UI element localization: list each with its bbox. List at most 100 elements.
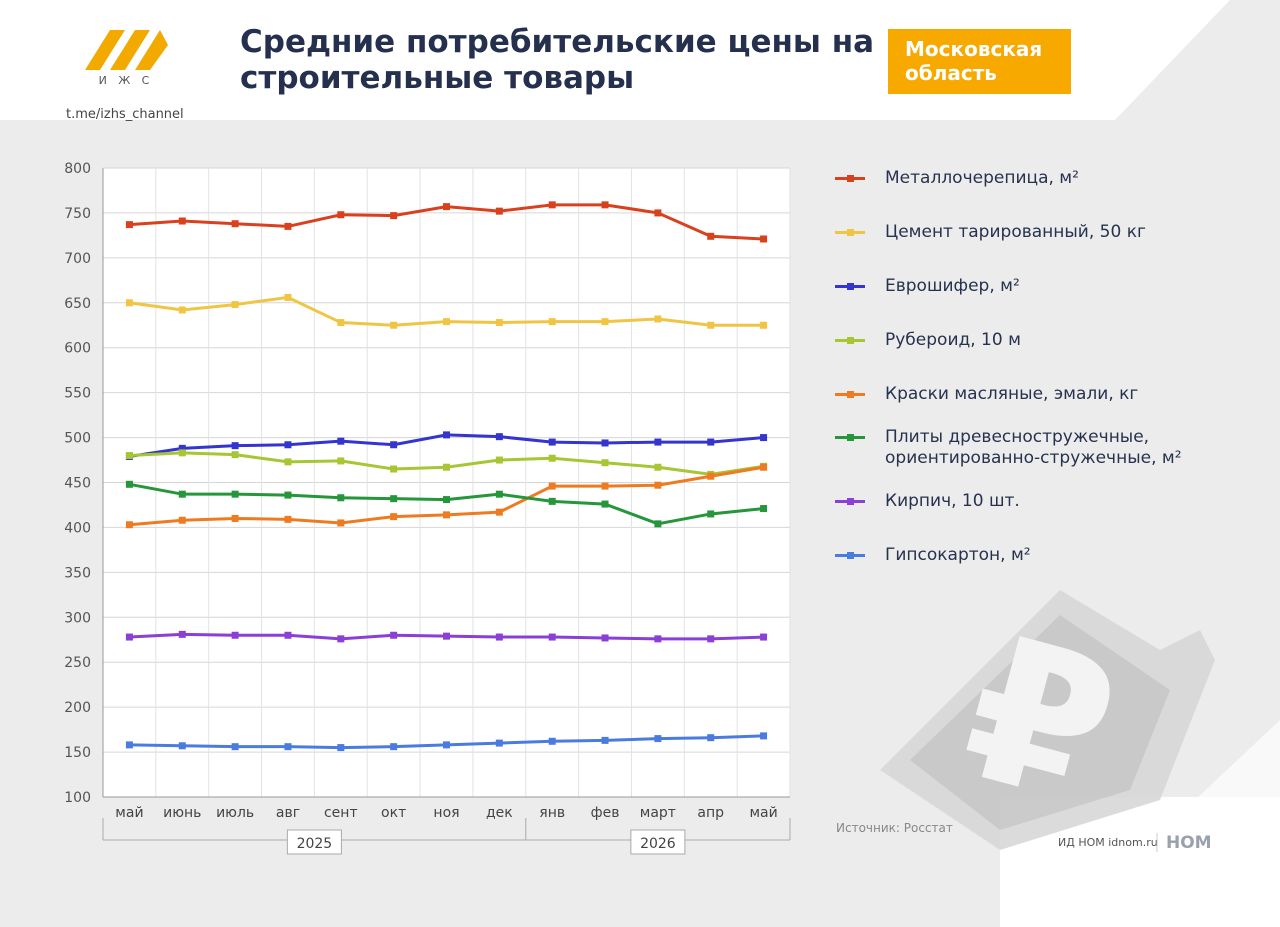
- point: [601, 736, 609, 744]
- point: [443, 632, 450, 640]
- point: [548, 454, 556, 462]
- year-label: 2026: [640, 836, 676, 852]
- legend-swatch: [835, 434, 865, 441]
- point: [443, 511, 450, 519]
- y-tick-label: 400: [64, 520, 91, 536]
- point: [125, 452, 133, 460]
- point: [125, 741, 133, 749]
- x-tick-label: июнь: [163, 805, 201, 821]
- x-tick-label: фев: [591, 805, 620, 821]
- legend-marker: [847, 391, 854, 398]
- point: [390, 212, 398, 220]
- point: [495, 508, 503, 516]
- x-tick-label: янв: [539, 805, 565, 821]
- point: [707, 734, 715, 742]
- legend-label: Плиты древесностружечные, ориентированно…: [885, 427, 1182, 468]
- point: [337, 319, 345, 327]
- point: [548, 497, 556, 505]
- point: [654, 438, 662, 446]
- point: [178, 516, 186, 524]
- point: [337, 494, 345, 502]
- point: [390, 743, 398, 751]
- point: [284, 293, 292, 301]
- x-tick-label: май: [115, 805, 143, 821]
- point: [548, 438, 556, 446]
- source: Источник: Росстат: [836, 821, 953, 835]
- legend-marker: [847, 337, 854, 344]
- y-tick-label: 450: [64, 476, 91, 492]
- point: [125, 633, 133, 641]
- point: [760, 732, 768, 740]
- point: [495, 433, 503, 441]
- legend-swatch: [835, 337, 865, 344]
- point: [231, 490, 239, 498]
- point: [284, 631, 292, 639]
- title: Средние потребительские цены на строител…: [240, 24, 875, 96]
- point: [495, 739, 503, 747]
- region: Московская область: [905, 37, 1043, 85]
- x-tick-label: апр: [697, 805, 724, 821]
- legend-marker: [847, 175, 854, 182]
- legend-label: Гипсокартон, м²: [885, 545, 1031, 565]
- point: [601, 482, 609, 490]
- point: [495, 319, 503, 327]
- legend-label: Рубероид, 10 м: [885, 330, 1021, 350]
- point: [707, 438, 715, 446]
- y-tick-label: 800: [64, 161, 91, 177]
- point: [178, 444, 186, 452]
- point: [178, 630, 186, 638]
- x-tick-label: май: [749, 805, 777, 821]
- point: [548, 201, 556, 209]
- point: [760, 321, 768, 329]
- y-tick-label: 300: [64, 610, 91, 626]
- y-tick-label: 500: [64, 431, 91, 447]
- point: [178, 490, 186, 498]
- point: [284, 743, 292, 751]
- point: [548, 633, 556, 641]
- point: [760, 434, 768, 442]
- point: [707, 472, 715, 480]
- point: [654, 481, 662, 489]
- publisher: ИД НОМ idnom.ru: [1058, 836, 1158, 849]
- legend-label: Металлочерепица, м²: [885, 168, 1079, 188]
- point: [178, 449, 186, 457]
- point: [760, 633, 768, 641]
- point: [390, 441, 398, 449]
- point: [284, 491, 292, 499]
- point: [548, 482, 556, 490]
- point: [548, 737, 556, 745]
- legend-swatch: [835, 229, 865, 236]
- point: [707, 232, 715, 240]
- point: [601, 459, 609, 467]
- point: [284, 515, 292, 523]
- legend-marker: [847, 229, 854, 236]
- point: [760, 505, 768, 513]
- point: [760, 463, 768, 471]
- legend-swatch: [835, 498, 865, 505]
- year-label: 2025: [297, 836, 333, 852]
- point: [601, 500, 609, 508]
- point: [125, 521, 133, 529]
- x-tick-label: дек: [486, 805, 513, 821]
- y-tick-label: 250: [64, 655, 91, 671]
- logo-text: И Ж С: [99, 74, 154, 87]
- point: [495, 490, 503, 498]
- point: [178, 306, 186, 314]
- point: [390, 465, 398, 473]
- channel: t.me/izhs_channel: [66, 107, 184, 122]
- point: [654, 635, 662, 643]
- point: [284, 441, 292, 449]
- y-tick-label: 650: [64, 296, 91, 312]
- point: [390, 495, 398, 503]
- legend-label: Еврошифер, м²: [885, 276, 1020, 296]
- x-tick-label: март: [640, 805, 676, 821]
- point: [654, 520, 662, 528]
- legend-label: Кирпич, 10 шт.: [885, 491, 1020, 511]
- legend-swatch: [835, 283, 865, 290]
- x-tick-label: ноя: [433, 805, 459, 821]
- point: [707, 321, 715, 329]
- point: [654, 209, 662, 217]
- y-tick-label: 350: [64, 565, 91, 581]
- point: [231, 514, 239, 522]
